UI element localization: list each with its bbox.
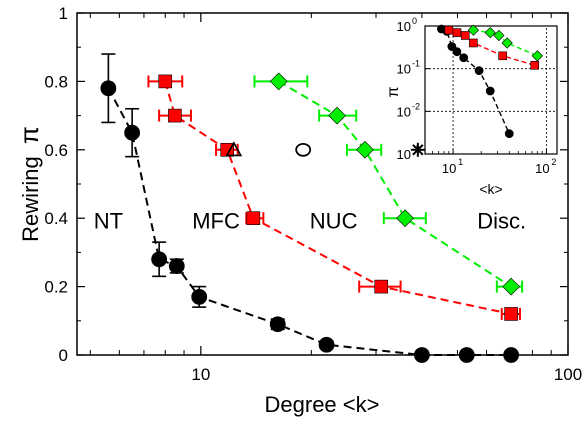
inset-y-tick-exponent: -1 <box>412 59 420 69</box>
inset-y-tick-label: 10 <box>397 19 411 34</box>
series-2-point <box>356 140 374 159</box>
inset-series-1-line <box>448 29 535 66</box>
series-1-point <box>168 108 182 123</box>
main-series-layer <box>100 53 524 363</box>
inset-x-tick-exponent: 1 <box>458 157 463 167</box>
symbol-marker-circle <box>295 142 312 157</box>
x-tick-label: 100 <box>554 365 582 384</box>
series-1-point <box>504 307 518 321</box>
y-tick-label: 0 <box>59 346 68 365</box>
inset-series-0-point <box>447 42 457 51</box>
inset-y-tick-label: 10 <box>397 62 411 77</box>
inset-series-0-point <box>459 53 469 63</box>
inset-series-0-point <box>504 129 514 139</box>
y-axis-title: Rewiring π <box>14 126 44 242</box>
inset-y-axis-title: π <box>385 86 402 97</box>
series-1-point <box>374 279 389 294</box>
inset-y-tick-label: 10 <box>397 104 411 119</box>
inset-y-tick-label: 10 <box>397 147 411 162</box>
series-2-point <box>328 106 346 125</box>
inset-series-1-point <box>498 51 507 61</box>
series-2-point <box>269 72 288 91</box>
region-label: NT <box>94 208 123 233</box>
series-2-point <box>396 209 414 228</box>
series-0-point <box>191 288 208 305</box>
series-0-point <box>458 347 475 363</box>
y-tick-label: 0.2 <box>44 278 68 297</box>
main-labels-layer: NT MFC NUC Disc. <box>94 141 526 233</box>
inset-x-axis-title: <k> <box>479 181 502 197</box>
y-axis-title-text: Rewiring <box>18 156 43 242</box>
inset-series-1-point <box>469 38 478 48</box>
inset-y-tick-exponent: 0 <box>412 16 417 26</box>
symbol-marker-asterisk <box>410 142 425 157</box>
series-0-line <box>107 87 512 356</box>
inset-series-2-point <box>467 24 479 36</box>
inset-y-tick-exponent: -2 <box>412 101 420 111</box>
symbol-marker-asterisk-stroke-3 <box>412 144 424 156</box>
inset-series-0-point <box>474 66 484 76</box>
y-tick-label: 1 <box>59 4 68 23</box>
inset-y-tick-exponent: -3 <box>412 144 420 154</box>
inset-series-2-point <box>484 26 496 39</box>
inset-series-2-point <box>501 37 513 49</box>
inset-x-tick-label: 10 <box>535 161 549 176</box>
series-0-point <box>100 80 117 97</box>
series-0-point <box>269 316 286 333</box>
region-label: Disc. <box>477 208 526 233</box>
y-tick-label: 0.8 <box>44 72 68 91</box>
inset-series-1-point <box>452 28 462 37</box>
y-axis-title-symbol: π <box>14 126 44 144</box>
inset-series-2-point <box>493 29 505 42</box>
region-label: MFC <box>192 208 240 233</box>
inset-series-2-point <box>531 50 543 62</box>
series-0-point <box>124 124 141 141</box>
x-axis-title: Degree <k> <box>265 392 380 417</box>
series-1-point <box>246 211 261 225</box>
region-label: NUC <box>310 208 358 233</box>
x-tick-label: 10 <box>191 365 210 384</box>
inset-series-layer <box>437 24 543 139</box>
y-tick-label: 0.6 <box>44 141 68 160</box>
series-0-point <box>168 258 185 274</box>
series-2-point <box>502 277 520 296</box>
series-0-point <box>318 336 335 353</box>
series-1-point <box>220 143 235 157</box>
series-0-point <box>151 251 168 268</box>
inset-x-tick-exponent: 2 <box>551 157 556 167</box>
inset-series-0-point <box>452 47 462 57</box>
symbol-marker-triangle <box>225 141 243 157</box>
inset-x-tick-label: 10 <box>442 161 456 176</box>
inset-series-1-point <box>530 60 540 70</box>
inset-series-0-point <box>485 86 495 96</box>
y-tick-label: 0.4 <box>44 209 68 228</box>
series-1-point <box>158 74 173 89</box>
inset-series-1-point <box>444 25 454 35</box>
inset-series-1-point <box>460 31 470 40</box>
